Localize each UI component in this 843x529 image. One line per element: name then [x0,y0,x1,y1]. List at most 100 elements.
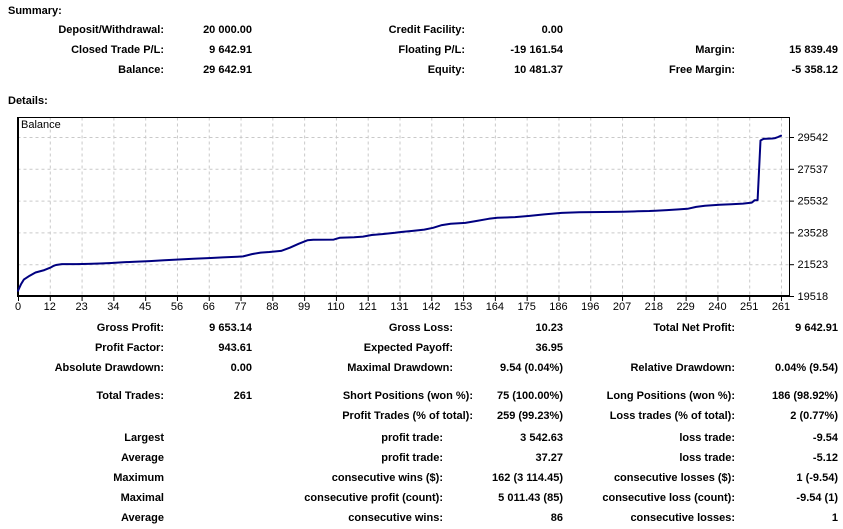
profit-stats-table: Gross Profit: 9 653.14 Gross Loss: 10.23 Tot… [0,318,843,378]
summary-value: -19 161.54 [510,44,563,56]
x-tick-label: 131 [390,301,408,313]
profit-stat-label: Total Net Profit: [653,322,735,334]
profit-stat-value: 0.04% (9.54) [775,362,838,374]
profit-stat-label [565,338,735,358]
extreme-stat-label: consecutive profit (count): [304,492,443,504]
extremes-stats-table: Largest profit trade: 3 542.63 loss trade: -… [0,428,843,528]
x-tick-label: 251 [740,301,758,313]
profit-stat-value: 0.00 [230,362,252,374]
x-tick-label: 77 [234,301,246,313]
trade-stat-row: Total Trades: 261 Short Positions (won %):… [0,386,843,406]
profit-stat-value [737,338,838,358]
extreme-stat-value [166,428,252,448]
x-tick-label: 207 [613,301,631,313]
extreme-stat-label: Average [120,512,164,524]
trade-stat-value: 2 (0.77%) [790,410,838,422]
summary-label: Balance: [118,64,164,76]
summary-value: 0.00 [541,24,563,36]
x-tick-label: 240 [708,301,726,313]
summary-label: Margin: [695,44,735,56]
extreme-stat-value [166,448,252,468]
y-tick-label: 29542 [798,132,829,144]
extreme-stat-value: -9.54 [812,432,838,444]
x-tick-label: 121 [359,301,377,313]
x-tick-label: 12 [44,301,56,313]
extreme-stat-value: 162 (3 114.45) [492,472,563,484]
summary-value: 15 839.49 [789,44,838,56]
x-tick-label: 110 [327,301,345,313]
x-tick-label: 45 [139,301,151,313]
summary-table: Deposit/Withdrawal: 20 000.00 Credit Facil… [0,20,843,80]
extreme-stat-label: Average [120,452,164,464]
x-tick-label: 88 [266,301,278,313]
profit-stat-label: Absolute Drawdown: [54,362,164,374]
summary-row: Closed Trade P/L: 9 642.91 Floating P/L: -1… [0,40,843,60]
trade-stat-value: 259 (99.23%) [496,410,563,422]
details-heading: Details: [8,95,48,107]
trade-stat-value: 186 (98.92%) [771,390,838,402]
y-tick-label: 27537 [798,164,829,176]
extreme-stat-label: profit trade: [381,432,443,444]
x-tick-label: 153 [454,301,472,313]
extreme-stat-row: Maximum consecutive wins ($): 162 (3 114.4… [0,468,843,488]
summary-heading: Summary: [8,5,62,17]
trade-stat-label [0,406,164,426]
summary-value: 29 642.91 [203,64,252,76]
extreme-stat-label: consecutive losses: [630,512,735,524]
extreme-stat-label: consecutive wins: [348,512,443,524]
trade-stat-label: Long Positions (won %): [606,390,735,402]
chart-series-label: Balance [21,119,61,131]
chart-border [17,117,790,297]
extreme-stat-value: 1 (-9.54) [796,472,838,484]
profit-stat-label: Gross Loss: [388,322,453,334]
x-tick-label: 66 [203,301,215,313]
x-tick-label: 99 [298,301,310,313]
extreme-stat-label: Largest [124,432,164,444]
profit-stat-value: 36.95 [535,342,563,354]
extreme-stat-label: profit trade: [381,452,443,464]
trade-stat-label: Total Trades: [96,390,164,402]
x-tick-label: 175 [517,301,535,313]
profit-stat-label: Gross Profit: [96,322,164,334]
summary-value [737,20,838,40]
trade-stat-label: Loss trades (% of total): [609,410,735,422]
profit-stat-value: 10.23 [535,322,563,334]
x-tick-label: 261 [772,301,790,313]
summary-value: -5 358.12 [791,64,838,76]
extreme-stat-value: 37.27 [535,452,563,464]
extreme-stat-row: Maximal consecutive profit (count): 5 011.… [0,488,843,508]
profit-stat-value: 9.54 (0.04%) [500,362,563,374]
extreme-stat-label: loss trade: [679,432,735,444]
summary-label: Equity: [427,64,465,76]
profit-stat-label: Profit Factor: [94,342,164,354]
trade-stat-value: 261 [233,390,252,402]
y-tick-label: 21523 [798,259,829,271]
profit-stat-label: Relative Drawdown: [630,362,735,374]
y-tick-label: 19518 [798,291,829,303]
x-tick-label: 186 [549,301,567,313]
x-tick-label: 229 [676,301,694,313]
extreme-stat-label: loss trade: [679,452,735,464]
extreme-stat-row: Largest profit trade: 3 542.63 loss trade: -… [0,428,843,448]
summary-value: 20 000.00 [203,24,252,36]
extreme-stat-label: consecutive wins ($): [331,472,443,484]
trade-stat-label: Profit Trades (% of total): [342,410,473,422]
balance-chart: 0 12 23 34 45 56 66 77 88 99 110 121 131 142 153 164 175… [15,117,829,313]
x-tick-label: 142 [422,301,440,313]
summary-value: 9 642.91 [209,44,252,56]
y-tick-label: 23528 [798,227,829,239]
extreme-stat-value: 1 [831,512,838,524]
x-tick-label: 164 [486,301,504,313]
extreme-stat-value: -5.12 [812,452,838,464]
x-tick-label: 34 [107,301,119,313]
extreme-stat-value [166,468,252,488]
x-tick-label: 23 [75,301,87,313]
x-tick-label: 0 [15,301,21,313]
summary-label: Floating P/L: [398,44,465,56]
summary-label: Closed Trade P/L: [71,44,164,56]
profit-stat-label: Maximal Drawdown: [347,362,453,374]
summary-label: Credit Facility: [388,24,465,36]
extreme-stat-value [166,488,252,508]
summary-value: 10 481.37 [514,64,563,76]
